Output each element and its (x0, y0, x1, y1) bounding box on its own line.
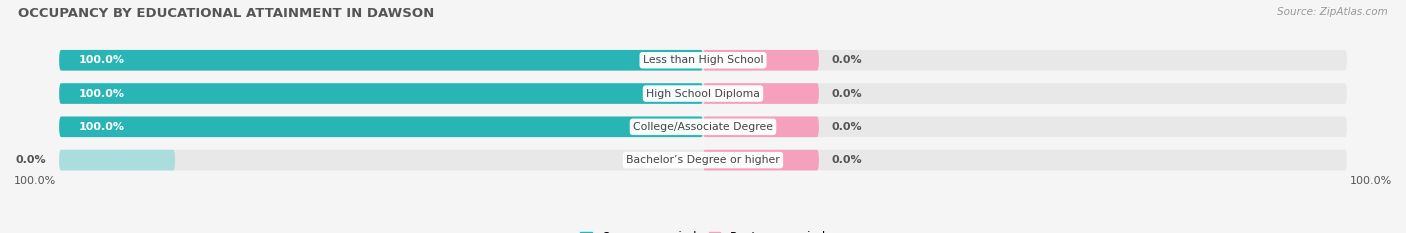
Text: 0.0%: 0.0% (832, 89, 862, 99)
FancyBboxPatch shape (59, 50, 703, 71)
Text: 100.0%: 100.0% (79, 89, 125, 99)
Text: Bachelor’s Degree or higher: Bachelor’s Degree or higher (626, 155, 780, 165)
Legend: Owner-occupied, Renter-occupied: Owner-occupied, Renter-occupied (575, 226, 831, 233)
FancyBboxPatch shape (703, 83, 818, 104)
Text: 100.0%: 100.0% (14, 176, 56, 186)
FancyBboxPatch shape (59, 150, 174, 170)
Text: 0.0%: 0.0% (832, 122, 862, 132)
FancyBboxPatch shape (703, 50, 818, 71)
Text: Source: ZipAtlas.com: Source: ZipAtlas.com (1277, 7, 1388, 17)
FancyBboxPatch shape (703, 116, 818, 137)
Text: 0.0%: 0.0% (832, 55, 862, 65)
FancyBboxPatch shape (59, 150, 1347, 170)
FancyBboxPatch shape (59, 83, 1347, 104)
FancyBboxPatch shape (59, 83, 703, 104)
Text: High School Diploma: High School Diploma (647, 89, 759, 99)
Text: 0.0%: 0.0% (15, 155, 46, 165)
Text: 100.0%: 100.0% (79, 55, 125, 65)
Text: 100.0%: 100.0% (79, 122, 125, 132)
FancyBboxPatch shape (703, 150, 818, 170)
FancyBboxPatch shape (59, 50, 1347, 71)
Text: College/Associate Degree: College/Associate Degree (633, 122, 773, 132)
Text: 0.0%: 0.0% (832, 155, 862, 165)
FancyBboxPatch shape (59, 116, 1347, 137)
Text: OCCUPANCY BY EDUCATIONAL ATTAINMENT IN DAWSON: OCCUPANCY BY EDUCATIONAL ATTAINMENT IN D… (18, 7, 434, 20)
Text: Less than High School: Less than High School (643, 55, 763, 65)
Text: 100.0%: 100.0% (1350, 176, 1392, 186)
FancyBboxPatch shape (59, 116, 703, 137)
